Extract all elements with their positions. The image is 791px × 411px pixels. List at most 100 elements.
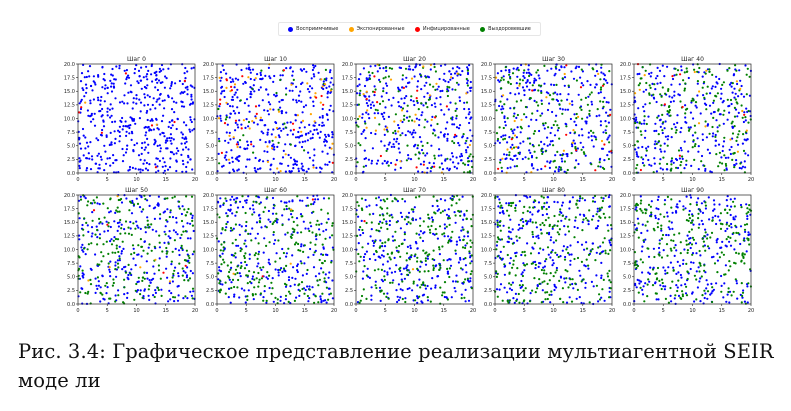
point-susceptible	[244, 301, 247, 304]
point-recovered	[567, 230, 571, 233]
point-susceptible	[138, 206, 142, 209]
point-susceptible	[590, 135, 593, 138]
point-susceptible	[300, 121, 303, 124]
point-recovered	[246, 274, 249, 277]
scatter-panel: Шаг 400 5 10 15 200.02.55.07.510.012.515.017…	[620, 56, 754, 183]
point-susceptible	[156, 98, 159, 101]
point-exposed	[729, 138, 732, 141]
point-recovered	[510, 283, 513, 286]
point-recovered	[262, 299, 265, 302]
point-recovered	[685, 70, 689, 73]
point-infected	[255, 112, 258, 115]
point-susceptible	[145, 161, 148, 165]
point-recovered	[401, 74, 404, 77]
point-recovered	[258, 202, 261, 205]
point-recovered	[686, 107, 689, 110]
point-susceptible	[295, 101, 298, 104]
point-susceptible	[400, 97, 403, 100]
y-tick-label: 12.5	[342, 234, 353, 240]
point-susceptible	[708, 218, 711, 221]
point-susceptible	[281, 98, 284, 102]
point-susceptible	[596, 225, 600, 228]
y-tick-label: 7.5	[206, 261, 214, 267]
point-susceptible	[501, 210, 505, 213]
point-susceptible	[229, 209, 232, 212]
point-susceptible	[643, 136, 647, 139]
point-recovered	[500, 76, 503, 79]
point-recovered	[240, 265, 243, 268]
point-susceptible	[678, 264, 682, 267]
point-susceptible	[468, 121, 471, 125]
point-susceptible	[446, 167, 449, 170]
point-recovered	[496, 223, 499, 227]
point-susceptible	[538, 77, 541, 80]
point-susceptible	[418, 233, 421, 236]
point-susceptible	[499, 250, 502, 253]
point-susceptible	[86, 109, 89, 112]
point-susceptible	[568, 253, 571, 256]
point-susceptible	[309, 247, 312, 251]
point-susceptible	[637, 155, 640, 158]
point-recovered	[139, 238, 142, 241]
point-recovered	[96, 228, 99, 232]
point-recovered	[566, 168, 569, 172]
point-susceptible	[98, 163, 101, 166]
point-susceptible	[745, 250, 748, 253]
point-recovered	[374, 108, 377, 111]
point-exposed	[468, 143, 471, 147]
point-susceptible	[421, 301, 424, 304]
point-susceptible	[541, 213, 544, 217]
point-susceptible	[416, 85, 419, 88]
point-susceptible	[406, 264, 409, 267]
point-susceptible	[566, 155, 569, 158]
point-susceptible	[90, 226, 94, 229]
point-susceptible	[728, 240, 731, 243]
point-susceptible	[239, 275, 242, 278]
point-susceptible	[408, 81, 411, 84]
point-recovered	[394, 129, 397, 133]
point-recovered	[540, 195, 543, 198]
point-susceptible	[715, 75, 718, 78]
point-susceptible	[327, 90, 330, 93]
point-susceptible	[518, 200, 521, 203]
point-susceptible	[145, 75, 148, 78]
point-susceptible	[592, 285, 595, 288]
point-susceptible	[450, 152, 454, 155]
point-susceptible	[692, 223, 695, 226]
point-susceptible	[189, 158, 192, 161]
point-susceptible	[367, 113, 370, 116]
point-recovered	[708, 132, 711, 135]
point-recovered	[469, 245, 472, 249]
point-susceptible	[502, 75, 505, 78]
point-recovered	[581, 197, 584, 200]
point-susceptible	[597, 219, 600, 222]
point-susceptible	[192, 229, 195, 233]
point-recovered	[382, 292, 386, 295]
point-recovered	[180, 219, 184, 223]
point-susceptible	[180, 105, 184, 108]
point-susceptible	[422, 232, 425, 235]
point-recovered	[223, 261, 226, 264]
point-recovered	[441, 210, 444, 213]
point-recovered	[411, 218, 414, 221]
point-susceptible	[108, 143, 111, 147]
point-recovered	[734, 98, 737, 101]
point-susceptible	[182, 297, 185, 300]
scatter-panel: Шаг 600 5 10 15 200.02.55.07.510.012.515.017…	[203, 187, 337, 314]
point-recovered	[112, 239, 115, 242]
point-susceptible	[515, 82, 518, 85]
point-susceptible	[186, 70, 189, 73]
point-susceptible	[739, 203, 743, 207]
point-recovered	[598, 209, 601, 212]
point-recovered	[516, 113, 520, 117]
point-susceptible	[527, 68, 530, 71]
point-recovered	[669, 169, 673, 172]
point-susceptible	[409, 247, 412, 250]
point-susceptible	[257, 262, 260, 265]
point-recovered	[555, 239, 558, 242]
point-susceptible	[716, 82, 719, 85]
point-susceptible	[247, 125, 250, 128]
point-susceptible	[99, 99, 102, 102]
point-susceptible	[245, 165, 248, 168]
point-susceptible	[740, 93, 743, 96]
